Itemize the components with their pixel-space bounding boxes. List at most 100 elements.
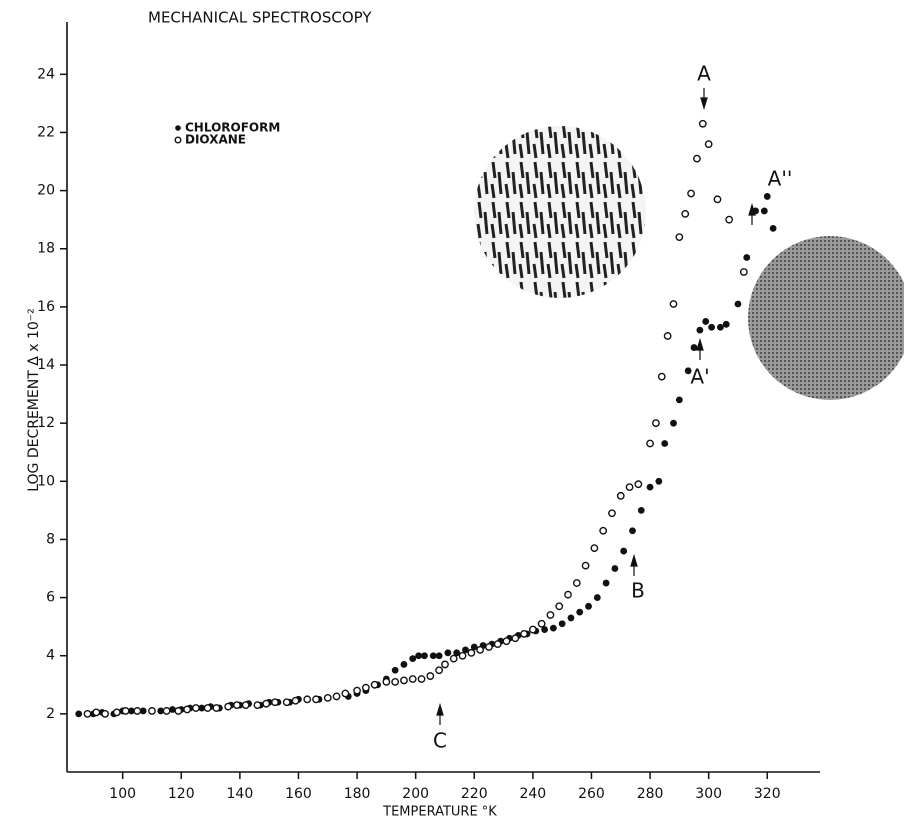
point	[291, 696, 300, 705]
point	[725, 215, 734, 224]
micrograph	[474, 126, 646, 298]
y-tick-label: 20	[37, 183, 55, 199]
point	[637, 506, 645, 514]
y-tick-label: 6	[46, 590, 55, 606]
y-tick-label: 4	[46, 648, 55, 664]
point	[602, 579, 610, 587]
point	[585, 602, 592, 610]
x-tick-label: 300	[695, 786, 722, 802]
point	[224, 702, 233, 711]
point	[629, 527, 636, 535]
point	[370, 680, 379, 689]
point	[620, 547, 628, 555]
point	[567, 614, 575, 622]
annotation-arrow	[436, 702, 444, 725]
x-axis-label: TEMPERATURE °K	[382, 805, 497, 820]
x-tick-label: 240	[519, 786, 546, 802]
point	[203, 704, 212, 712]
point	[646, 483, 654, 491]
point	[652, 419, 660, 428]
annotation-arrow	[748, 202, 756, 225]
point	[704, 140, 713, 148]
point	[426, 672, 435, 680]
point	[698, 119, 707, 128]
point	[616, 491, 625, 500]
point	[157, 707, 165, 715]
point	[611, 565, 619, 572]
y-tick-label: 10	[37, 473, 55, 489]
y-tick-label: 14	[37, 357, 55, 373]
point	[646, 439, 654, 448]
point	[760, 207, 768, 215]
point	[262, 699, 271, 708]
point	[128, 707, 135, 715]
point	[520, 630, 528, 638]
point	[467, 648, 476, 657]
point	[391, 677, 400, 686]
point	[341, 689, 350, 698]
point	[183, 705, 192, 714]
annotation-arrow	[696, 337, 704, 360]
y-axis-label: LOG DECREMENT Δ x 10⁻²	[26, 308, 42, 492]
point	[599, 526, 608, 535]
point	[655, 477, 663, 485]
x-tick-label: 140	[227, 786, 254, 802]
point	[528, 625, 537, 634]
point	[323, 693, 332, 702]
annotation: A'	[690, 365, 709, 389]
y-tick-label: 16	[37, 299, 55, 315]
point	[312, 695, 320, 704]
point	[353, 686, 361, 695]
x-tick-label: 220	[461, 786, 488, 802]
micrograph	[748, 236, 904, 400]
annotation: B	[631, 579, 645, 603]
point	[576, 608, 584, 616]
point	[162, 707, 171, 715]
point	[485, 643, 493, 651]
point	[400, 661, 408, 668]
point	[75, 710, 83, 718]
point	[769, 224, 777, 232]
point	[233, 701, 241, 710]
point	[690, 344, 698, 351]
point	[702, 318, 710, 325]
point	[657, 372, 666, 381]
x-tick-label: 260	[578, 786, 605, 802]
chart-title: MECHANICAL SPECTROSCOPY	[148, 9, 372, 27]
point	[415, 652, 422, 660]
point	[663, 332, 672, 340]
point	[449, 654, 458, 663]
point	[476, 646, 485, 654]
y-tick-label: 8	[46, 531, 55, 547]
point	[332, 692, 341, 701]
point	[734, 300, 742, 308]
point	[716, 323, 724, 331]
point	[435, 666, 444, 675]
point	[696, 326, 704, 334]
point	[713, 195, 722, 204]
point	[192, 704, 200, 712]
point	[83, 709, 92, 718]
point	[708, 323, 715, 331]
point	[139, 707, 147, 715]
point	[174, 707, 183, 715]
point	[253, 701, 262, 710]
point	[590, 544, 599, 553]
point	[681, 209, 690, 218]
point	[608, 509, 616, 518]
annotation: A''	[768, 167, 793, 191]
legend-label: DIOXANE	[185, 133, 246, 147]
annotation-arrow	[700, 88, 708, 111]
point	[722, 320, 730, 328]
point	[684, 367, 692, 375]
annotation: C	[433, 729, 447, 753]
point	[558, 620, 566, 628]
y-tick-label: 18	[37, 241, 55, 257]
point	[693, 154, 701, 163]
point	[564, 590, 572, 599]
y-tick-label: 24	[37, 66, 55, 82]
point	[435, 652, 443, 660]
point	[408, 675, 417, 683]
